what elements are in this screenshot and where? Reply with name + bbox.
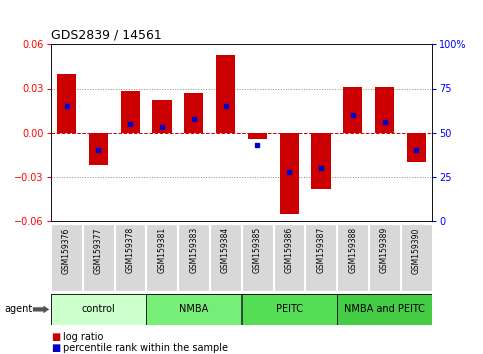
Bar bbox=[153, 100, 171, 133]
FancyBboxPatch shape bbox=[51, 294, 146, 325]
Text: agent: agent bbox=[5, 304, 33, 314]
Text: GSM159384: GSM159384 bbox=[221, 227, 230, 273]
Bar bbox=[343, 87, 362, 133]
FancyBboxPatch shape bbox=[242, 294, 337, 325]
Bar bbox=[89, 133, 108, 165]
Text: GDS2839 / 14561: GDS2839 / 14561 bbox=[51, 29, 161, 42]
Text: GSM159386: GSM159386 bbox=[284, 227, 294, 273]
Text: GSM159387: GSM159387 bbox=[316, 227, 326, 273]
Text: GSM159388: GSM159388 bbox=[348, 227, 357, 273]
Bar bbox=[375, 87, 394, 133]
Text: GSM159385: GSM159385 bbox=[253, 227, 262, 273]
Text: NMBA: NMBA bbox=[179, 304, 209, 314]
Bar bbox=[248, 133, 267, 139]
Text: ■: ■ bbox=[51, 332, 60, 342]
FancyBboxPatch shape bbox=[83, 224, 114, 291]
FancyBboxPatch shape bbox=[401, 224, 432, 291]
FancyBboxPatch shape bbox=[114, 224, 145, 291]
Text: GSM159377: GSM159377 bbox=[94, 227, 103, 274]
Bar bbox=[121, 91, 140, 133]
FancyBboxPatch shape bbox=[178, 224, 209, 291]
Text: GSM159378: GSM159378 bbox=[126, 227, 135, 273]
Text: GSM159383: GSM159383 bbox=[189, 227, 199, 273]
FancyBboxPatch shape bbox=[51, 224, 82, 291]
Text: control: control bbox=[82, 304, 115, 314]
Text: PEITC: PEITC bbox=[276, 304, 303, 314]
Bar bbox=[57, 74, 76, 133]
Bar bbox=[185, 93, 203, 133]
FancyBboxPatch shape bbox=[146, 224, 177, 291]
Bar bbox=[312, 133, 330, 189]
FancyBboxPatch shape bbox=[305, 224, 336, 291]
Text: NMBA and PEITC: NMBA and PEITC bbox=[344, 304, 425, 314]
Text: GSM159390: GSM159390 bbox=[412, 227, 421, 274]
Bar bbox=[407, 133, 426, 162]
Bar bbox=[216, 55, 235, 133]
FancyBboxPatch shape bbox=[337, 224, 368, 291]
Bar bbox=[280, 133, 298, 214]
FancyBboxPatch shape bbox=[369, 224, 400, 291]
FancyBboxPatch shape bbox=[273, 224, 304, 291]
Text: ■: ■ bbox=[51, 343, 60, 353]
FancyBboxPatch shape bbox=[337, 294, 432, 325]
Text: GSM159389: GSM159389 bbox=[380, 227, 389, 273]
FancyBboxPatch shape bbox=[146, 294, 241, 325]
Text: log ratio: log ratio bbox=[63, 332, 103, 342]
Text: GSM159381: GSM159381 bbox=[157, 227, 167, 273]
FancyBboxPatch shape bbox=[242, 224, 273, 291]
Text: percentile rank within the sample: percentile rank within the sample bbox=[63, 343, 228, 353]
FancyBboxPatch shape bbox=[210, 224, 241, 291]
Text: GSM159376: GSM159376 bbox=[62, 227, 71, 274]
